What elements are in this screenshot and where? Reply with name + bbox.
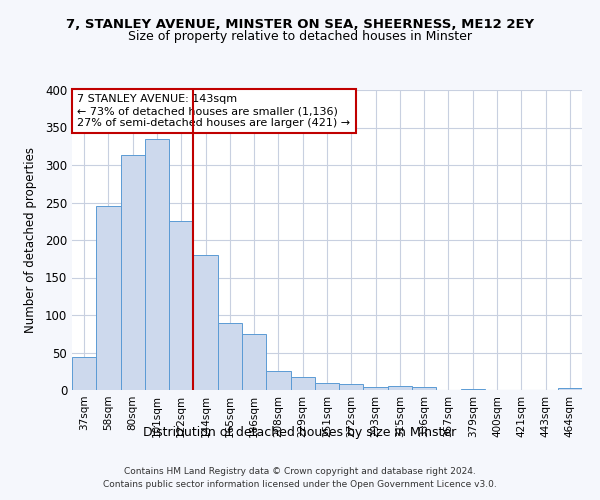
- Text: Size of property relative to detached houses in Minster: Size of property relative to detached ho…: [128, 30, 472, 43]
- Bar: [364, 387, 388, 390]
- Bar: [145, 138, 169, 390]
- Bar: [72, 357, 96, 390]
- Bar: [315, 383, 339, 390]
- Y-axis label: Number of detached properties: Number of detached properties: [23, 147, 37, 333]
- Bar: [193, 255, 218, 390]
- Text: Contains public sector information licensed under the Open Government Licence v3: Contains public sector information licen…: [103, 480, 497, 489]
- Text: 7 STANLEY AVENUE: 143sqm
← 73% of detached houses are smaller (1,136)
27% of sem: 7 STANLEY AVENUE: 143sqm ← 73% of detach…: [77, 94, 350, 128]
- Bar: [290, 377, 315, 390]
- Bar: [96, 206, 121, 390]
- Bar: [339, 384, 364, 390]
- Bar: [558, 388, 582, 390]
- Bar: [121, 154, 145, 390]
- Text: 7, STANLEY AVENUE, MINSTER ON SEA, SHEERNESS, ME12 2EY: 7, STANLEY AVENUE, MINSTER ON SEA, SHEER…: [66, 18, 534, 30]
- Text: Distribution of detached houses by size in Minster: Distribution of detached houses by size …: [143, 426, 457, 439]
- Bar: [169, 220, 193, 390]
- Bar: [388, 386, 412, 390]
- Bar: [218, 322, 242, 390]
- Bar: [242, 334, 266, 390]
- Text: Contains HM Land Registry data © Crown copyright and database right 2024.: Contains HM Land Registry data © Crown c…: [124, 467, 476, 476]
- Bar: [266, 371, 290, 390]
- Bar: [461, 388, 485, 390]
- Bar: [412, 387, 436, 390]
